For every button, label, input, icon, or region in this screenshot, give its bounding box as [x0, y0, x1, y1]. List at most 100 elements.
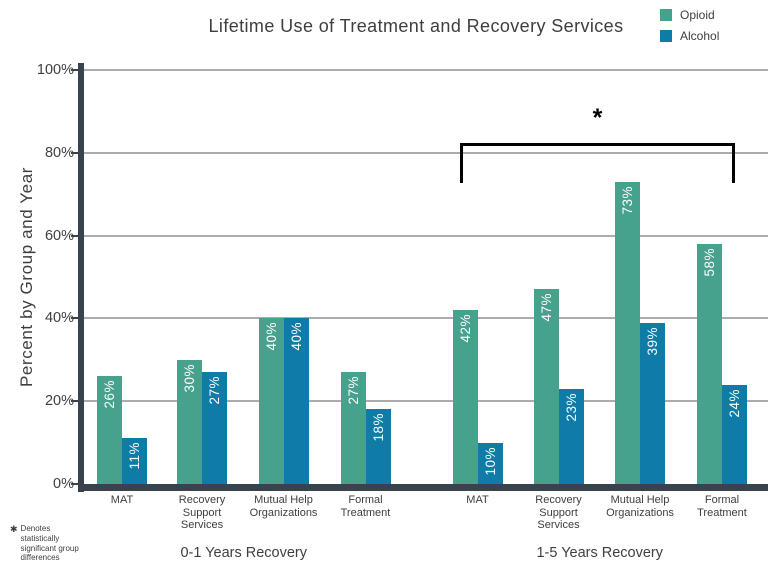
bar-opioid: 40% [258, 318, 284, 484]
bar-value-text: 40% [288, 322, 304, 351]
category-label-line: Mutual Help [254, 494, 313, 506]
footnote-line: differences [20, 553, 60, 563]
bar-opioid: 73% [615, 182, 640, 484]
category-label: Mutual Help Organizations [585, 494, 695, 519]
y-axis-tick [71, 152, 78, 154]
legend-label-opioid: Opioid [680, 8, 715, 22]
category-label-line: Recovery [535, 494, 582, 506]
bar-alcohol: 39% [640, 323, 665, 484]
bar-value-label: 47% [534, 293, 559, 322]
bar-opioid: 58% [697, 244, 722, 484]
y-tick-label: 100% [36, 62, 74, 78]
category-label-line: Treatment [697, 506, 747, 519]
footnote-line: significant group [20, 543, 79, 553]
bar-value-text: 23% [563, 393, 579, 422]
category-label-line: Treatment [340, 506, 391, 519]
opioid-swatch-icon [660, 9, 672, 21]
bar-alcohol: 24% [722, 385, 747, 484]
bar-value-text: 27% [345, 376, 361, 405]
bar-value-text: 27% [207, 376, 222, 405]
bar-value-label: 11% [122, 442, 147, 470]
bar-value-label: 39% [640, 327, 665, 356]
category-label-line: Services [180, 519, 224, 531]
gridline [84, 400, 768, 402]
bar-alcohol: 10% [477, 443, 503, 484]
category-label-line: Mutual Help [610, 494, 670, 506]
category-label-line: Formal [348, 494, 383, 506]
category-label-line: Organizations [606, 506, 674, 519]
bar-value-label: 42% [453, 314, 478, 343]
category-label-line: Support [539, 506, 578, 519]
category-label-line: MAT [466, 494, 489, 506]
bar-opioid: 26% [97, 376, 122, 484]
bar-alcohol: 23% [558, 389, 584, 484]
category-label: Recovery Support Services [504, 494, 614, 532]
gridline [84, 317, 768, 319]
bar-value-text: 10% [482, 447, 498, 476]
bar-value-label: 73% [615, 186, 640, 215]
legend-item-alcohol: Alcohol [660, 29, 719, 43]
bar-alcohol: 11% [122, 438, 147, 484]
bar-value-text: 40% [263, 322, 279, 351]
bar-value-label: 24% [722, 389, 747, 418]
category-label-line: Recovery [178, 494, 226, 506]
category-label: MAT [423, 494, 533, 507]
plot-area: 26% 11% 30% 27% 40% 40% 27% 18% 42% 10% 47% 23% 73% 3… [84, 69, 768, 484]
category-label-line: MAT [110, 494, 134, 506]
y-tick-label: 0% [53, 476, 74, 492]
bar-value-text: 24% [727, 389, 742, 418]
alcohol-swatch-icon [660, 30, 672, 42]
category-label: MAT [67, 494, 177, 507]
category-label: Formal Treatment [667, 494, 768, 519]
y-tick-label: 40% [44, 310, 74, 326]
bar-value-label: 40% [284, 322, 309, 351]
bar-value-text: 73% [620, 186, 635, 215]
bar-opioid: 27% [340, 372, 366, 484]
bar-value-text: 26% [102, 380, 117, 409]
gridline [84, 152, 768, 154]
footnote-line: Denotes [20, 524, 51, 533]
bar-value-text: 47% [538, 293, 554, 322]
x-axis-line [78, 484, 768, 491]
bar-value-text: 30% [182, 364, 197, 393]
bar-opioid: 42% [452, 310, 478, 484]
category-label: Recovery Support Services [147, 494, 257, 532]
category-label-line: Organizations [249, 506, 318, 519]
bar-value-label: 40% [259, 322, 284, 351]
footnote-text: Denotes statistically significant group … [21, 524, 79, 563]
y-axis-title: Percent by Group and Year [17, 166, 36, 388]
significance-asterisk: * [592, 104, 603, 132]
bar-value-text: 42% [457, 314, 473, 343]
chart-title: Lifetime Use of Treatment and Recovery S… [208, 16, 624, 36]
footnote: ✱ Denotes statistically significant grou… [10, 524, 79, 563]
group-label: 1-5 Years Recovery [536, 545, 664, 561]
bar-value-label: 30% [177, 364, 202, 393]
significance-bracket-end [732, 143, 735, 183]
y-axis-tick [71, 400, 78, 402]
y-axis-tick [71, 235, 78, 237]
gridline [84, 69, 768, 71]
y-tick-label: 20% [44, 393, 74, 409]
legend-item-opioid: Opioid [660, 8, 719, 22]
bar-value-label: 18% [366, 413, 391, 442]
bar-opioid: 30% [177, 360, 202, 484]
bar-value-text: 58% [702, 248, 717, 277]
y-axis-tick [71, 483, 78, 485]
footnote-asterisk-icon: ✱ [10, 524, 18, 534]
bar-value-text: 18% [370, 413, 386, 442]
y-axis-line [78, 63, 84, 492]
bar-value-label: 23% [559, 393, 584, 422]
category-label-line: Formal [704, 494, 740, 506]
legend: Opioid Alcohol [660, 8, 719, 43]
bar-value-label: 10% [478, 447, 503, 476]
significance-bracket [460, 143, 735, 146]
category-label: Mutual Help Organizations [229, 494, 339, 519]
y-tick-label: 60% [44, 228, 74, 244]
significance-bracket-end [460, 143, 463, 183]
bar-value-label: 27% [341, 376, 366, 405]
group-label: 0-1 Years Recovery [180, 545, 308, 561]
bar-value-label: 58% [697, 248, 722, 277]
bar-value-label: 26% [97, 380, 122, 409]
category-label-line: Support [182, 506, 222, 519]
